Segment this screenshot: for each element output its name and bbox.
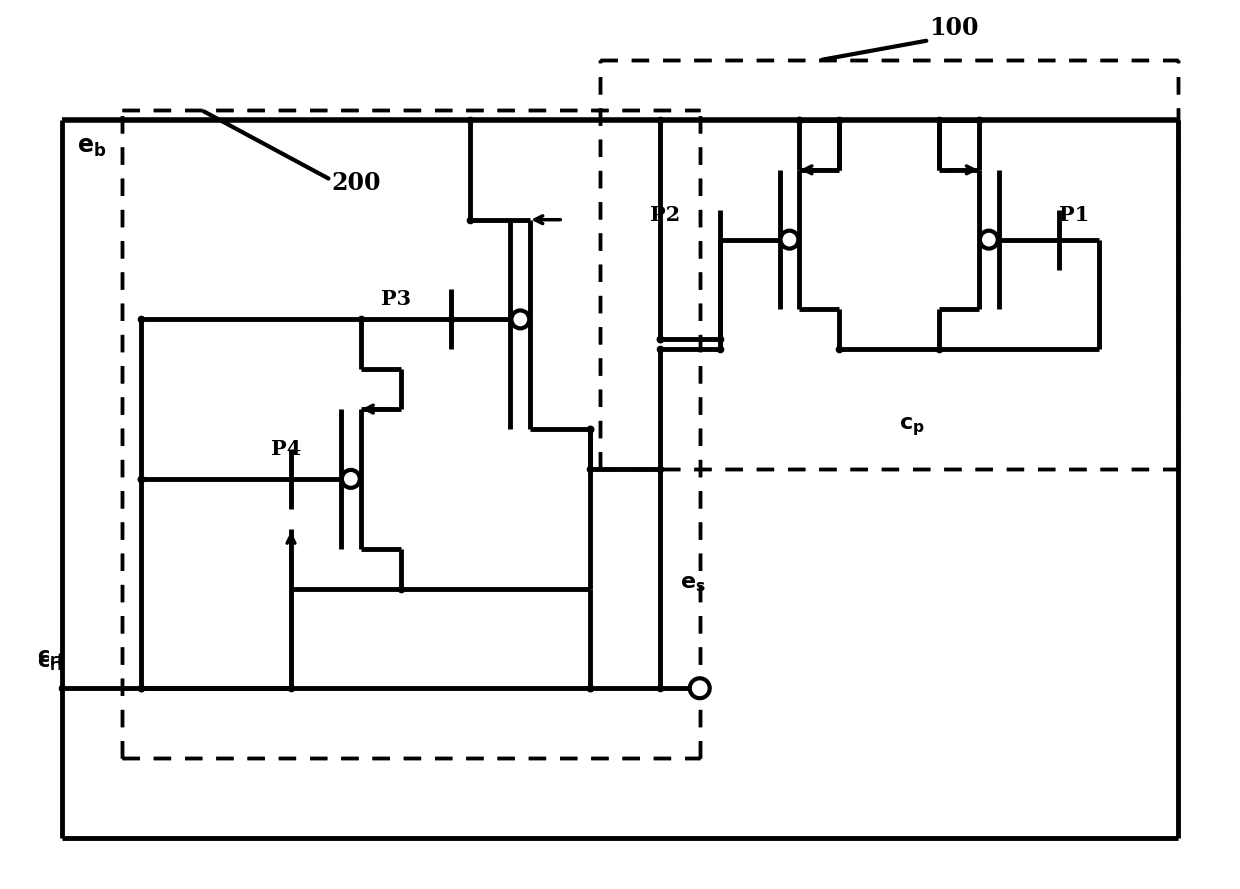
- Circle shape: [511, 310, 529, 328]
- Text: $\mathbf{e_b}$: $\mathbf{e_b}$: [77, 135, 107, 159]
- Circle shape: [980, 230, 998, 249]
- Text: $\mathbf{c_p}$: $\mathbf{c_p}$: [899, 415, 925, 437]
- Circle shape: [342, 470, 360, 488]
- Text: P4: P4: [272, 439, 301, 459]
- Text: $\mathbf{c_{rf}}$: $\mathbf{c_{rf}}$: [37, 648, 64, 669]
- Text: P1: P1: [1059, 204, 1089, 225]
- Text: 200: 200: [331, 171, 381, 195]
- Text: $\mathbf{e_s}$: $\mathbf{e_s}$: [680, 573, 706, 594]
- Circle shape: [780, 230, 799, 249]
- Text: $\mathbf{c_{rf}}$: $\mathbf{c_{rf}}$: [37, 653, 64, 673]
- Circle shape: [689, 678, 709, 698]
- Text: P3: P3: [381, 290, 410, 309]
- Text: P2: P2: [650, 204, 681, 225]
- Text: 100: 100: [929, 16, 978, 40]
